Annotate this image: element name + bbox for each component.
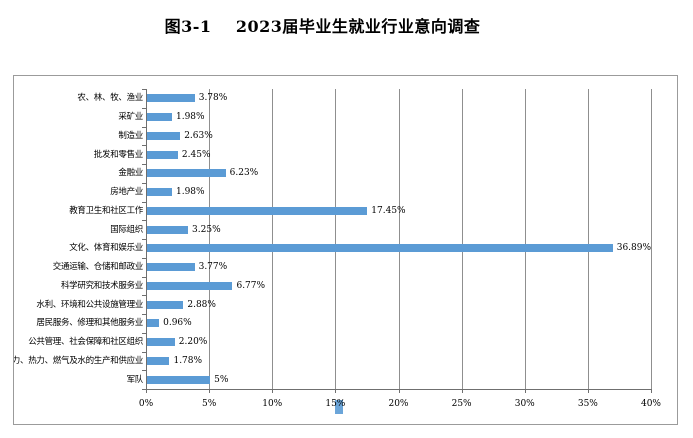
value-axis-tick — [461, 389, 463, 393]
category-label: 电力、热力、燃气及水的生产和供应业 — [13, 355, 143, 366]
bar-value-label: 17.45% — [371, 205, 406, 216]
category-axis-tick — [142, 89, 146, 90]
category-label: 批发和零售业 — [93, 149, 144, 160]
bar-value-label: 1.78% — [173, 355, 203, 366]
bar-value-label: 3.78% — [198, 93, 228, 104]
category-label: 采矿业 — [118, 112, 143, 123]
value-axis-tick-label: 0% — [138, 399, 154, 409]
category-label: 制造业 — [118, 130, 143, 141]
category-axis-tick — [142, 145, 146, 147]
category-axis-tick — [142, 220, 146, 222]
bar-value-label: 5% — [214, 374, 229, 385]
category-axis-line — [146, 89, 147, 389]
value-axis-tick — [524, 389, 526, 393]
gridline — [272, 89, 274, 389]
bar[interactable] — [147, 113, 172, 122]
bar[interactable] — [147, 225, 189, 234]
value-axis-tick-label: 25% — [451, 399, 472, 409]
bar[interactable] — [147, 263, 195, 272]
value-axis-tick-label: 10% — [262, 399, 283, 409]
bar[interactable] — [147, 281, 233, 290]
bar-value-label: 2.20% — [178, 337, 208, 348]
bar-value-label: 6.77% — [236, 280, 266, 291]
bar[interactable] — [147, 319, 160, 328]
value-axis-tick-label: 35% — [577, 399, 598, 409]
bar[interactable] — [147, 150, 178, 159]
bar-value-label: 2.88% — [187, 299, 216, 310]
value-axis-tick — [398, 389, 400, 393]
bar-value-label: 2.45% — [181, 149, 211, 160]
category-label: 居民服务、修理和其他服务业 — [36, 318, 143, 329]
category-axis-tick — [142, 370, 146, 372]
bar-value-label: 3.77% — [198, 262, 228, 273]
value-axis-tick — [272, 389, 274, 393]
category-label: 水利、环境和公共设施管理业 — [36, 299, 143, 310]
bar-value-label: 1.98% — [175, 187, 205, 198]
gridline — [398, 89, 400, 389]
value-axis-tick — [209, 389, 211, 393]
gridline — [651, 89, 652, 389]
category-label: 科学研究和技术服务业 — [60, 280, 143, 291]
category-axis-tick — [142, 314, 146, 315]
category-label: 文化、体育和娱乐业 — [69, 243, 143, 254]
value-axis-tick-label: 15% — [325, 399, 346, 409]
category-axis-tick — [142, 389, 146, 390]
value-axis-tick-label: 5% — [201, 399, 217, 409]
category-axis-tick — [142, 201, 146, 203]
category-axis-tick — [142, 351, 146, 353]
category-axis-tick — [142, 182, 146, 184]
value-axis-tick — [587, 389, 589, 393]
category-axis-tick — [142, 126, 146, 128]
bar[interactable] — [147, 244, 613, 253]
bar[interactable] — [147, 188, 172, 197]
selection-cursor — [335, 400, 343, 414]
chart-area[interactable]: 0% 5% 10% 15% 20% 25% 30% 35% 40% 农、林、牧、渔业 3.78% 采矿… — [13, 75, 678, 425]
bar-value-label: 6.23% — [229, 168, 259, 179]
value-axis-tick-label: 30% — [514, 399, 535, 409]
value-axis-tick — [651, 389, 652, 393]
bar[interactable] — [147, 169, 226, 178]
category-label: 军队 — [126, 374, 144, 385]
bar-value-label: 0.96% — [163, 318, 192, 329]
bar[interactable] — [147, 131, 181, 140]
category-axis-tick — [142, 295, 146, 297]
bar-value-label: 2.63% — [184, 130, 213, 141]
category-axis-tick — [142, 332, 146, 334]
category-label: 农、林、牧、渔业 — [77, 93, 143, 104]
category-axis-tick — [142, 276, 146, 278]
bar[interactable] — [147, 206, 368, 215]
gridline — [524, 89, 526, 389]
bar[interactable] — [147, 375, 211, 384]
gridline — [209, 89, 211, 389]
category-axis-tick — [142, 239, 146, 240]
category-axis-tick — [142, 257, 146, 259]
category-label: 交通运输、仓储和邮政业 — [52, 262, 144, 273]
category-label: 教育卫生和社区工作 — [69, 205, 143, 216]
gridline — [587, 89, 589, 389]
value-axis-tick-label: 40% — [640, 399, 661, 409]
category-axis-tick — [142, 107, 146, 109]
bar-value-label: 3.25% — [192, 224, 221, 235]
category-label: 金融业 — [118, 168, 143, 179]
bar[interactable] — [147, 94, 195, 103]
gridline — [335, 89, 337, 389]
category-axis-tick — [142, 164, 146, 165]
category-label: 国际组织 — [110, 224, 143, 235]
bar[interactable] — [147, 338, 175, 347]
value-axis-tick — [335, 389, 337, 393]
bar[interactable] — [147, 356, 170, 365]
bar-value-label: 36.89% — [616, 243, 652, 254]
value-axis-tick — [146, 389, 147, 393]
category-label: 房地产业 — [110, 187, 143, 198]
bar-value-label: 1.98% — [175, 112, 205, 123]
value-axis-tick-label: 20% — [388, 399, 409, 409]
chart-title: 图3-1 2023届毕业生就业行业意向调查 — [164, 17, 481, 36]
bar[interactable] — [147, 300, 184, 309]
category-label: 公共管理、社会保障和社区组织 — [28, 337, 143, 348]
gridline — [461, 89, 463, 389]
